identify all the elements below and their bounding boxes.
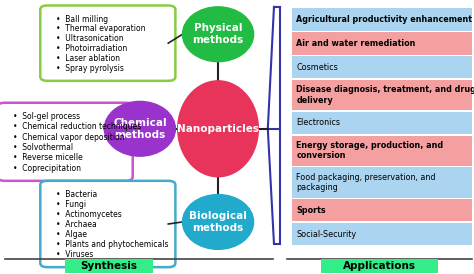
FancyBboxPatch shape <box>292 199 472 221</box>
Text: Social-Security: Social-Security <box>296 230 356 239</box>
Text: •  Bacteria: • Bacteria <box>56 190 97 199</box>
FancyBboxPatch shape <box>292 223 472 245</box>
Text: •  Sol-gel process: • Sol-gel process <box>13 112 81 121</box>
Text: Synthesis: Synthesis <box>81 261 137 271</box>
Text: •  Reverse micelle: • Reverse micelle <box>13 153 83 162</box>
Text: •  Chemical reduction techniques: • Chemical reduction techniques <box>13 122 142 131</box>
Ellipse shape <box>178 81 258 177</box>
Text: •  Photoirradiation: • Photoirradiation <box>56 44 127 53</box>
FancyBboxPatch shape <box>292 8 472 31</box>
Text: •  Chemical vapor deposition: • Chemical vapor deposition <box>13 133 125 142</box>
FancyBboxPatch shape <box>292 167 472 198</box>
Text: •  Coprecipitation: • Coprecipitation <box>13 164 81 173</box>
Text: •  Plants and phytochemicals: • Plants and phytochemicals <box>56 240 168 249</box>
Text: Energy storage, production, and
conversion: Energy storage, production, and conversi… <box>296 141 443 160</box>
FancyBboxPatch shape <box>292 112 472 134</box>
Text: •  Algae: • Algae <box>56 230 87 239</box>
Text: Sports: Sports <box>296 206 326 215</box>
FancyBboxPatch shape <box>292 56 472 78</box>
Text: Applications: Applications <box>343 261 416 271</box>
Text: •  Laser ablation: • Laser ablation <box>56 54 120 63</box>
Text: Air and water remediation: Air and water remediation <box>296 39 416 48</box>
Text: •  Fungi: • Fungi <box>56 200 86 209</box>
FancyBboxPatch shape <box>65 259 153 273</box>
FancyBboxPatch shape <box>40 181 175 267</box>
Text: •  Ball milling: • Ball milling <box>56 15 108 24</box>
FancyBboxPatch shape <box>292 136 472 166</box>
FancyBboxPatch shape <box>292 32 472 55</box>
Text: Electronics: Electronics <box>296 118 340 127</box>
Text: Chemical
methods: Chemical methods <box>113 118 167 140</box>
FancyBboxPatch shape <box>292 80 472 110</box>
FancyBboxPatch shape <box>0 103 133 181</box>
FancyBboxPatch shape <box>321 259 438 273</box>
Text: Agricultural productivity enhancement: Agricultural productivity enhancement <box>296 15 472 24</box>
Text: Food packaging, preservation, and
packaging: Food packaging, preservation, and packag… <box>296 173 436 192</box>
Text: •  Viruses: • Viruses <box>56 250 93 259</box>
Text: Biological
methods: Biological methods <box>189 211 247 233</box>
Text: Nanoparticles: Nanoparticles <box>177 124 259 134</box>
Ellipse shape <box>182 7 254 62</box>
Ellipse shape <box>104 101 175 156</box>
Ellipse shape <box>182 195 254 249</box>
Text: Disease diagnosis, treatment, and drug
delivery: Disease diagnosis, treatment, and drug d… <box>296 85 474 105</box>
Text: •  Spray pyrolysis: • Spray pyrolysis <box>56 64 124 73</box>
Text: Cosmetics: Cosmetics <box>296 63 338 72</box>
Text: Physical
methods: Physical methods <box>192 23 244 45</box>
Text: •  Thermal evaporation: • Thermal evaporation <box>56 24 146 33</box>
FancyBboxPatch shape <box>40 5 175 81</box>
Text: •  Ultrasonication: • Ultrasonication <box>56 35 124 44</box>
Text: •  Archaea: • Archaea <box>56 220 97 229</box>
Text: •  Solvothermal: • Solvothermal <box>13 143 73 152</box>
Text: •  Actinomycetes: • Actinomycetes <box>56 210 122 219</box>
